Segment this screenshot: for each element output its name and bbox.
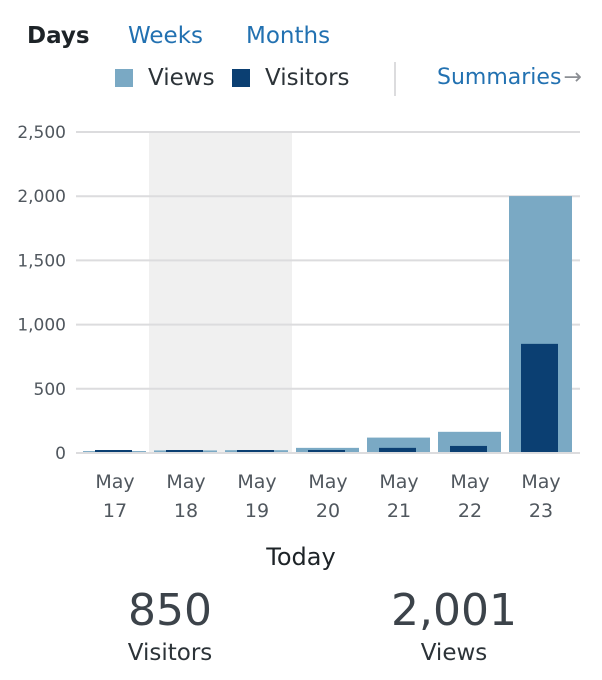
- arrow-right-icon: →: [563, 65, 582, 90]
- visitors-bar: [450, 445, 487, 453]
- tab-weeks[interactable]: Weeks: [128, 23, 203, 49]
- x-tick-label-day: 20: [316, 500, 340, 522]
- x-tick-label-month: May: [521, 471, 560, 493]
- chart-legend: Views Visitors Summaries→: [0, 62, 602, 96]
- y-tick-label: 1,500: [17, 251, 66, 271]
- summaries-link[interactable]: Summaries→: [437, 64, 582, 92]
- visitors-bar: [166, 450, 203, 453]
- visitors-bar: [308, 450, 345, 453]
- bar-chart: 0 500 1,000 1,500 2,000 2,500 May 17 May 18 May 19 M…: [17, 123, 580, 522]
- x-tick-label-month: May: [237, 471, 276, 493]
- x-tick-label-day: 23: [529, 500, 553, 522]
- x-tick-label-day: 18: [174, 500, 198, 522]
- visitors-stat: 850 Visitors: [60, 584, 280, 668]
- x-tick-label-month: May: [166, 471, 205, 493]
- visitors-legend-swatch: [232, 69, 250, 87]
- x-tick-label-day: 22: [458, 500, 482, 522]
- x-tick-label-month: May: [308, 471, 347, 493]
- tab-days[interactable]: Days: [27, 23, 90, 49]
- highlight-column: [220, 132, 292, 453]
- views-count: 2,001: [391, 585, 517, 636]
- highlight-column: [149, 132, 221, 453]
- views-legend-swatch: [115, 69, 133, 87]
- views-stat-label: Views: [420, 640, 488, 666]
- visitors-bar: [521, 343, 558, 453]
- period-tabs: Days Weeks Months: [0, 18, 602, 54]
- x-tick-label-month: May: [450, 471, 489, 493]
- summaries-label: Summaries: [437, 65, 562, 90]
- tab-months[interactable]: Months: [246, 23, 331, 49]
- x-tick-label-month: May: [379, 471, 418, 493]
- visitors-bar: [95, 450, 132, 453]
- views-legend-label: Views: [148, 65, 215, 91]
- visitors-bar: [237, 450, 274, 453]
- x-tick-label-day: 21: [387, 500, 411, 522]
- visitors-legend-label: Visitors: [265, 65, 350, 91]
- visitors-count: 850: [128, 585, 212, 636]
- visitors-bar: [379, 447, 416, 453]
- x-tick-label-day: 19: [245, 500, 269, 522]
- x-tick-label-day: 17: [103, 500, 127, 522]
- y-tick-label: 2,500: [17, 123, 66, 143]
- summary-title: Today: [266, 543, 336, 571]
- y-tick-label: 1,000: [17, 316, 66, 336]
- views-stat: 2,001 Views: [344, 584, 564, 668]
- legend-divider: [394, 62, 396, 96]
- y-tick-label: 2,000: [17, 187, 66, 207]
- x-tick-label-month: May: [95, 471, 134, 493]
- y-tick-label: 0: [55, 444, 66, 464]
- visitors-stat-label: Visitors: [127, 640, 213, 666]
- y-tick-label: 500: [34, 380, 66, 400]
